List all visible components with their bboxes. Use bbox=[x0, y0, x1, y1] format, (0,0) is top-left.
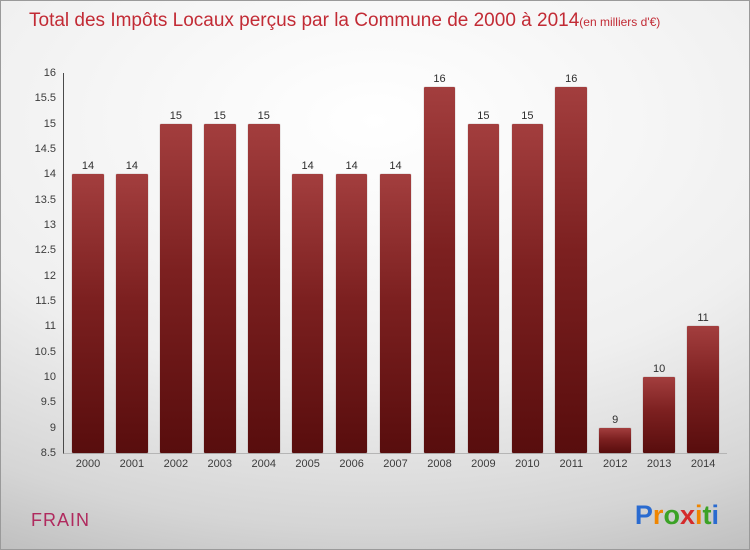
y-tick-label: 13 bbox=[43, 219, 56, 231]
bar-value-label: 15 bbox=[477, 109, 490, 122]
chart-header: Total des Impôts Locaux perçus par la Co… bbox=[29, 10, 741, 32]
logo-letter: x bbox=[679, 500, 695, 530]
bar-column: 15 bbox=[242, 73, 286, 453]
chart-subtitle: (en milliers d'€) bbox=[579, 15, 661, 29]
bars-container: 14 14 15 15 15 14 14 14 16 15 15 16 9 10 11 bbox=[64, 73, 727, 453]
bar bbox=[116, 174, 148, 453]
bar bbox=[247, 123, 280, 453]
y-tick-label: 11.5 bbox=[35, 295, 56, 307]
chart-title: Total des Impôts Locaux perçus par la Co… bbox=[29, 10, 580, 31]
footer: FRAIN Proxiti bbox=[1, 500, 749, 531]
x-axis-label: 2012 bbox=[602, 458, 628, 470]
y-tick-label: 9 bbox=[49, 421, 56, 434]
logo-letter: o bbox=[663, 500, 680, 530]
commune-name: FRAIN bbox=[31, 510, 90, 530]
y-tick-label: 16 bbox=[43, 67, 56, 79]
x-axis-label: 2007 bbox=[383, 458, 408, 470]
bar bbox=[335, 174, 368, 453]
logo-letter: i bbox=[711, 500, 719, 530]
y-tick-label: 10.5 bbox=[34, 345, 56, 358]
bar bbox=[203, 123, 236, 453]
bar bbox=[160, 123, 192, 453]
bar bbox=[643, 377, 675, 453]
bar-value-label: 14 bbox=[125, 160, 139, 173]
y-tick-label: 13.5 bbox=[34, 193, 56, 206]
x-axis-label: 2009 bbox=[471, 458, 496, 470]
x-axis-label: 2001 bbox=[119, 458, 145, 470]
x-axis: 2000 2001 2002 2003 2004 2005 2006 2007 2008 2009… bbox=[64, 458, 727, 470]
x-axis-label: 2010 bbox=[515, 458, 540, 470]
plot-area: 14 14 15 15 15 14 14 14 16 15 15 16 9 10 11 bbox=[63, 73, 727, 454]
bar-value-label: 15 bbox=[521, 109, 534, 122]
bar-value-label: 15 bbox=[257, 109, 270, 122]
bar-column: 14 bbox=[330, 73, 374, 453]
proxiti-logo: Proxiti bbox=[635, 500, 719, 531]
bar-column: 15 bbox=[461, 73, 505, 453]
logo-letter: t bbox=[702, 500, 712, 530]
x-axis-label: 2013 bbox=[646, 458, 672, 470]
y-tick-label: 12 bbox=[43, 269, 56, 282]
bar-value-label: 14 bbox=[301, 160, 314, 173]
y-tick-label: 14.5 bbox=[34, 143, 56, 155]
bar-value-label: 14 bbox=[345, 160, 358, 173]
bar-column: 15 bbox=[154, 73, 198, 453]
bar-value-label: 9 bbox=[612, 413, 619, 426]
y-axis: 8.5 9 9.5 10 10.5 11 11.5 12 12.5 13 13.5 14 14.5 15 1… bbox=[21, 67, 63, 459]
bar-value-label: 15 bbox=[169, 109, 182, 122]
bar-column: 14 bbox=[374, 73, 418, 453]
x-axis-label: 2008 bbox=[427, 458, 452, 470]
bar-value-label: 16 bbox=[433, 73, 446, 85]
x-axis-label: 2011 bbox=[559, 458, 584, 470]
bar bbox=[467, 123, 500, 453]
y-tick-label: 10 bbox=[43, 371, 56, 383]
bar bbox=[687, 326, 719, 453]
bar-column: 14 bbox=[66, 73, 110, 453]
y-tick-label: 9.5 bbox=[40, 396, 56, 409]
bar-column: 15 bbox=[198, 73, 242, 453]
bar-value-label: 15 bbox=[213, 109, 226, 122]
y-tick-label: 12.5 bbox=[34, 244, 56, 257]
bar bbox=[555, 87, 588, 453]
logo-letter: r bbox=[652, 500, 664, 530]
bar-value-label: 14 bbox=[389, 160, 402, 173]
bar bbox=[511, 123, 544, 453]
bar-column: 14 bbox=[286, 73, 330, 453]
logo-letter: P bbox=[634, 500, 653, 530]
x-axis-label: 2014 bbox=[690, 458, 716, 470]
bar-column: 11 bbox=[681, 73, 725, 453]
bar-chart: 8.5 9 9.5 10 10.5 11 11.5 12 12.5 13 13.5 14 14.5 15 1… bbox=[21, 67, 727, 470]
x-axis-label: 2003 bbox=[207, 458, 233, 470]
y-tick-label: 15 bbox=[43, 117, 56, 130]
bar-column: 10 bbox=[637, 73, 681, 453]
bar-column: 9 bbox=[593, 73, 637, 453]
bar-column: 15 bbox=[505, 73, 549, 453]
x-axis-label: 2005 bbox=[295, 458, 320, 470]
y-tick-label: 11 bbox=[44, 320, 56, 333]
logo-letter: i bbox=[694, 500, 703, 530]
bar-column: 16 bbox=[418, 73, 462, 453]
bar-column: 14 bbox=[110, 73, 154, 453]
y-tick-label: 14 bbox=[43, 168, 56, 181]
bar-value-label: 16 bbox=[565, 73, 578, 85]
bar bbox=[379, 174, 412, 453]
x-axis-label: 2000 bbox=[75, 458, 101, 470]
y-tick-label: 15.5 bbox=[34, 92, 56, 105]
x-axis-label: 2004 bbox=[251, 458, 276, 470]
bar bbox=[423, 87, 456, 453]
bar-column: 16 bbox=[549, 73, 593, 453]
bar bbox=[599, 427, 632, 453]
bar bbox=[291, 174, 324, 453]
bar-value-label: 14 bbox=[81, 160, 95, 173]
bar-value-label: 11 bbox=[697, 312, 709, 325]
y-tick-label: 8.5 bbox=[40, 447, 56, 459]
x-axis-label: 2006 bbox=[339, 458, 364, 470]
bar bbox=[72, 174, 104, 453]
bar-value-label: 10 bbox=[653, 363, 666, 375]
x-axis-label: 2002 bbox=[163, 458, 189, 470]
